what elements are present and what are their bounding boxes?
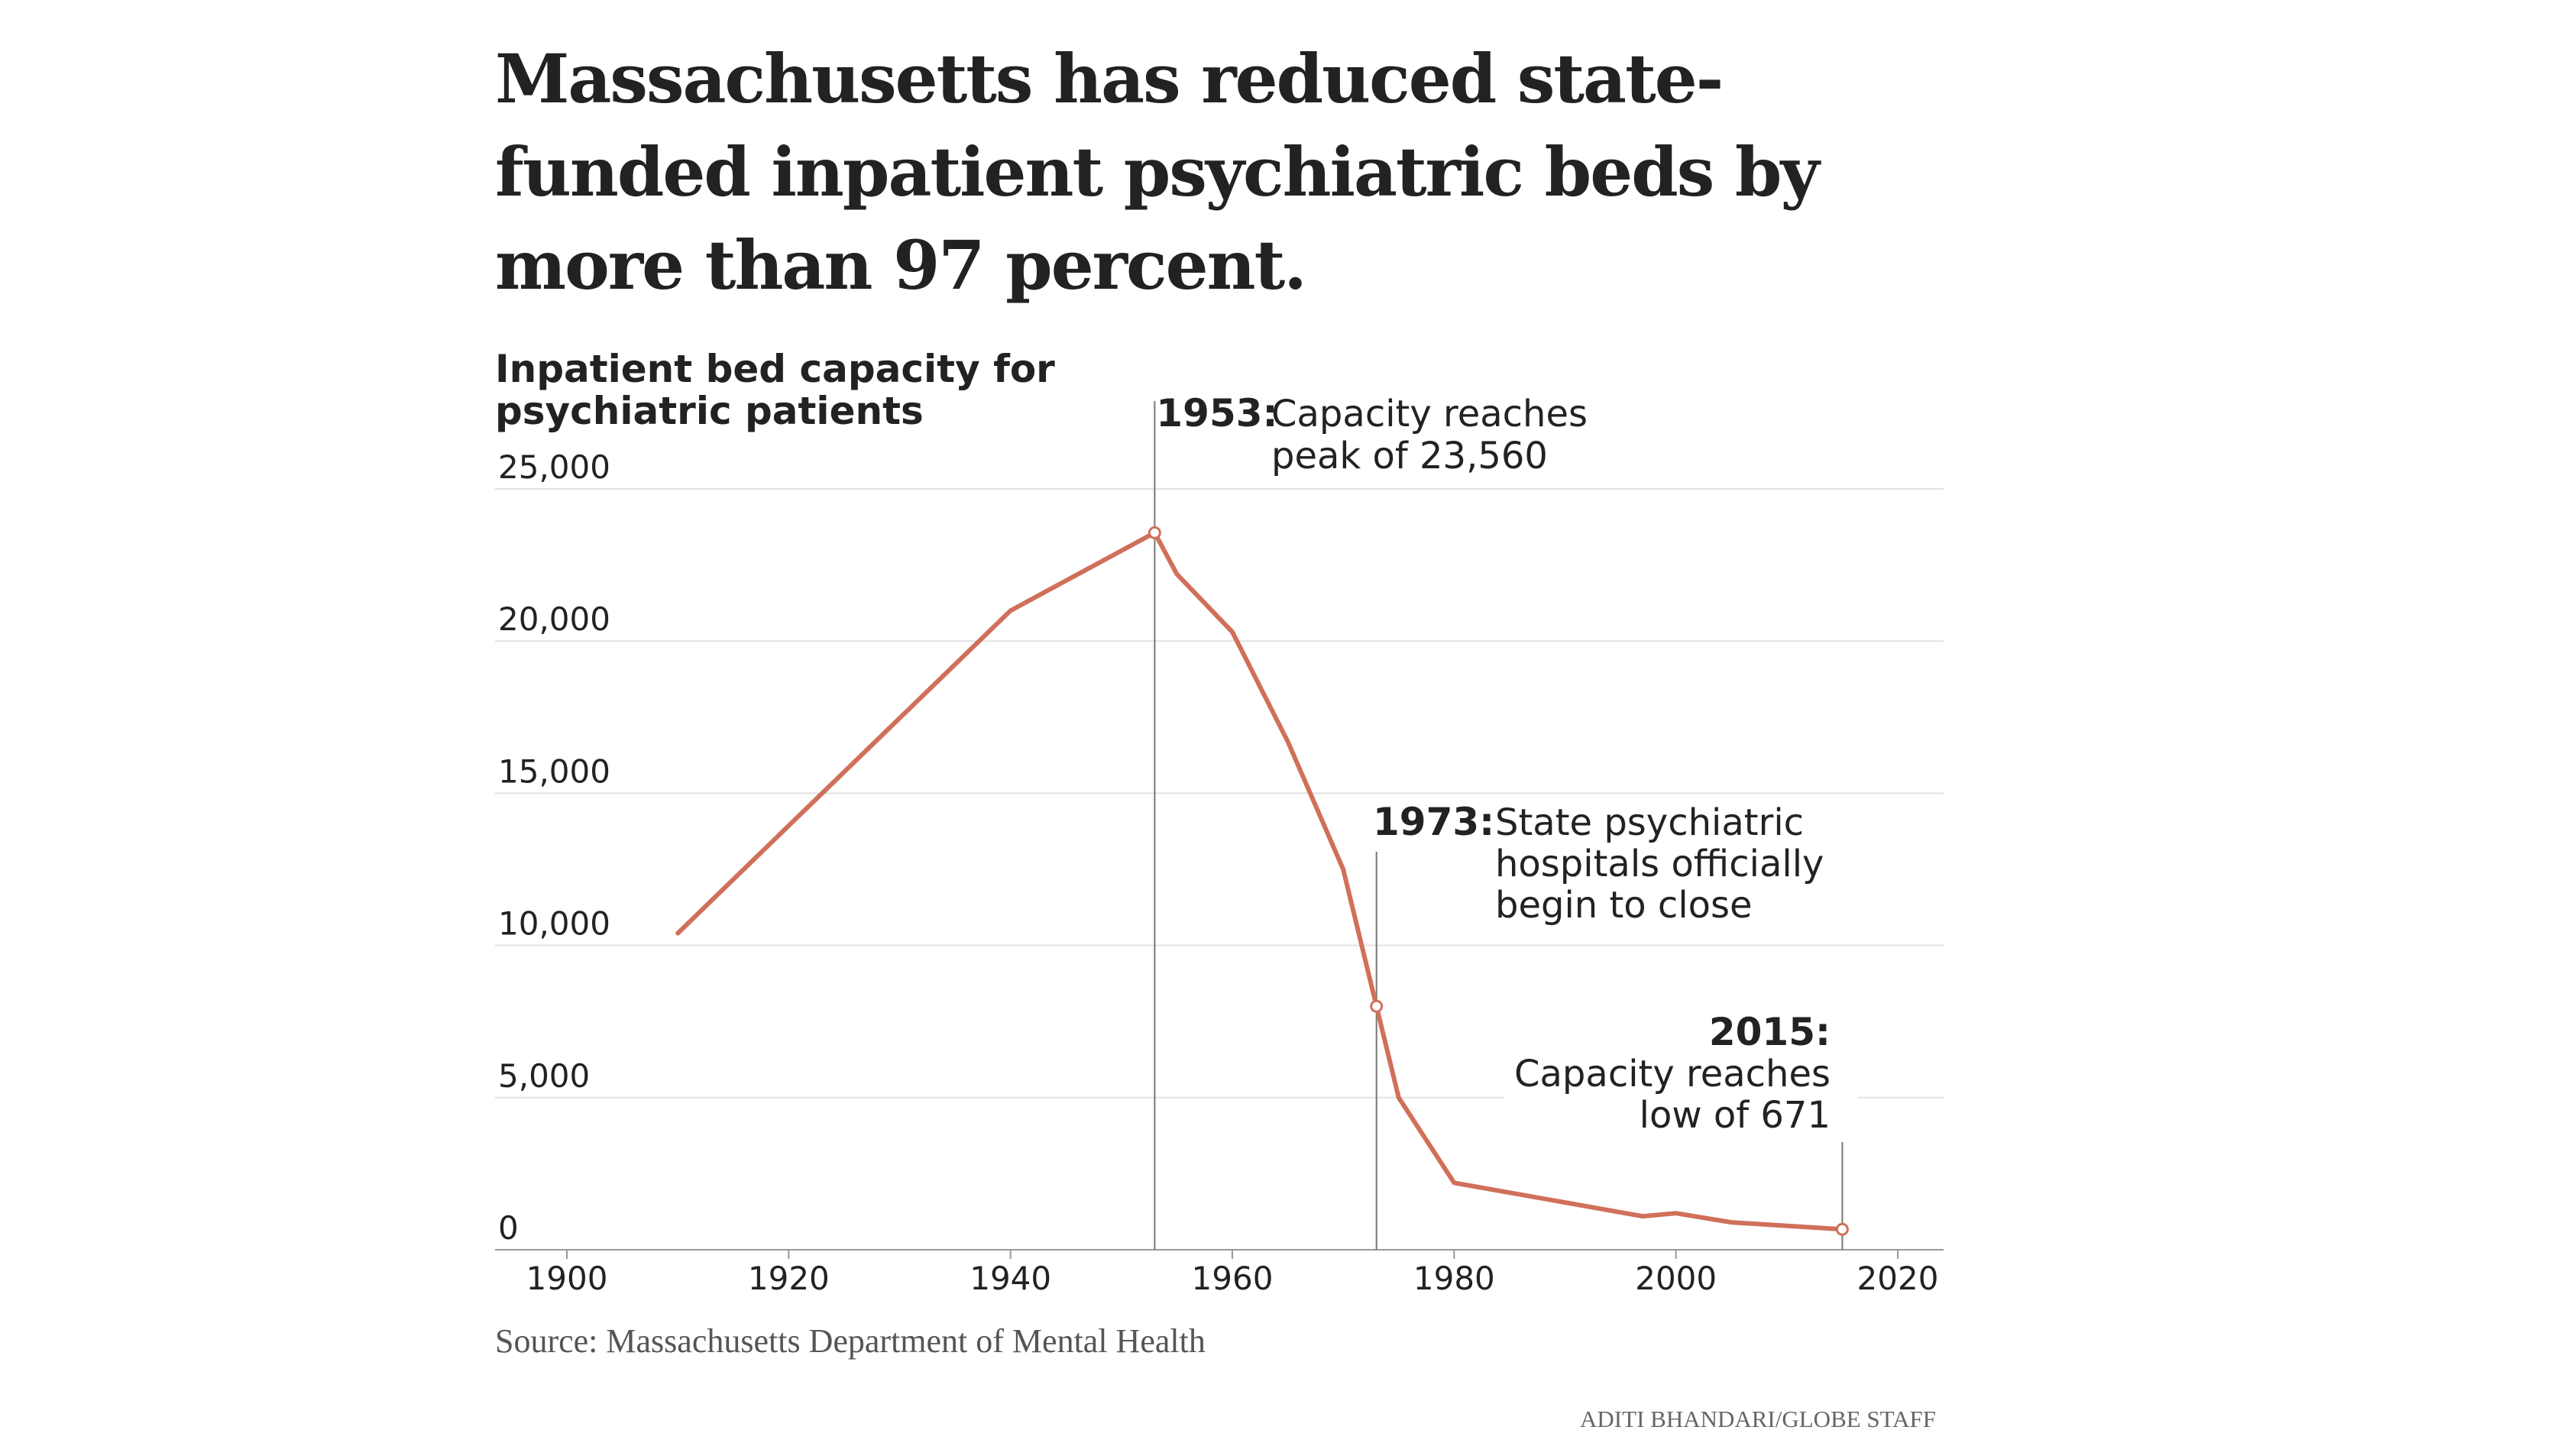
x-axis: 1900 1920 1940 1960 1980 2000 2020 [495, 1249, 1944, 1297]
x-tick-label: 1920 [748, 1260, 830, 1297]
x-tick-label: 1960 [1192, 1260, 1274, 1297]
annotation-text: begin to close [1495, 884, 1753, 927]
chart-title-line: psychiatric patients [495, 389, 924, 433]
x-tick-label: 2020 [1857, 1260, 1939, 1297]
x-tick-label: 2000 [1635, 1260, 1717, 1297]
chart-title-line: Inpatient bed capacity for [495, 347, 1055, 391]
annotated-point [1148, 526, 1161, 539]
annotation-year: 2015: [1709, 1010, 1831, 1054]
annotation-backing [1504, 997, 1858, 1142]
y-tick-label: 5,000 [498, 1057, 590, 1095]
credit-line: ADITI BHANDARI/GLOBE STAFF [1580, 1406, 1936, 1432]
series-line-group [675, 526, 1849, 1236]
annotated-point [1835, 1222, 1849, 1236]
y-tick-label: 25,000 [498, 448, 610, 486]
source-note: Source: Massachusetts Department of Ment… [495, 1322, 1206, 1360]
x-tick-label: 1940 [970, 1260, 1051, 1297]
x-tick-label: 1980 [1413, 1260, 1495, 1297]
y-axis-tick-labels: 0 5,000 10,000 15,000 20,000 25,000 [498, 448, 610, 1247]
annotation-text: Capacity reaches [1514, 1053, 1831, 1095]
annotated-point [1370, 999, 1384, 1013]
annotation-text: peak of 23,560 [1271, 435, 1548, 477]
annotation-text: low of 671 [1640, 1094, 1831, 1137]
annotation-text: Capacity reaches [1271, 393, 1588, 435]
y-tick-label: 15,000 [498, 752, 610, 790]
y-tick-label: 20,000 [498, 600, 610, 638]
series-line [675, 530, 1845, 1232]
x-tick-label: 1900 [526, 1260, 608, 1297]
annotation-year: 1953: [1156, 391, 1277, 435]
headline: Massachusetts has reduced state-funded i… [495, 39, 1820, 305]
y-tick-label: 0 [498, 1209, 519, 1247]
annotation-text: hospitals officially [1495, 843, 1824, 885]
annotation-text: State psychiatric [1495, 801, 1804, 844]
annotation-year: 1973: [1373, 800, 1494, 844]
y-tick-label: 10,000 [498, 905, 610, 943]
